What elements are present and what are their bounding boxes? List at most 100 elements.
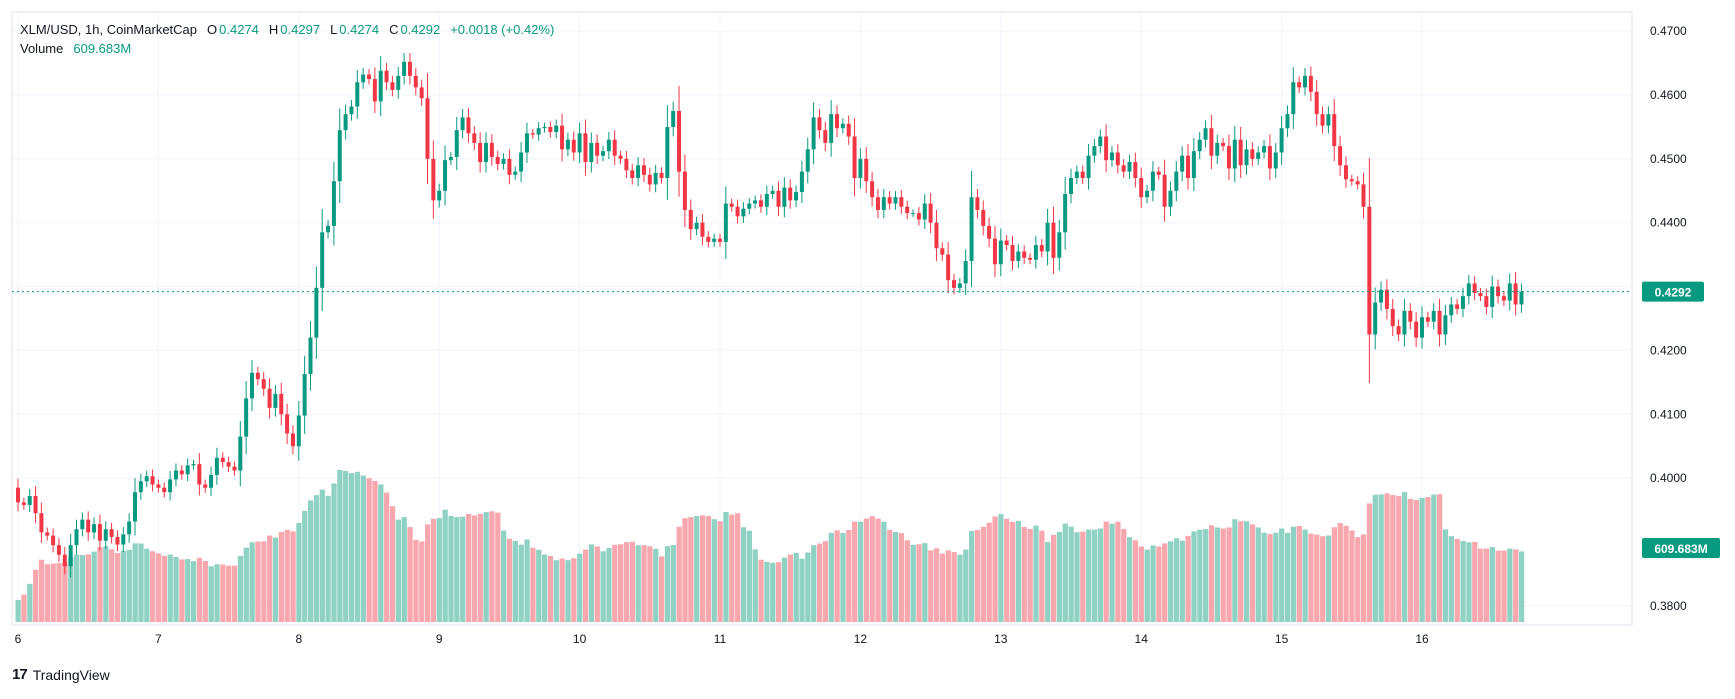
volume-bar xyxy=(1325,535,1332,622)
volume-bar xyxy=(1413,499,1419,622)
candle-body xyxy=(1466,283,1471,297)
volume-bar xyxy=(27,583,33,622)
candle-body xyxy=(1039,245,1044,252)
candle-body xyxy=(1343,165,1348,180)
volume-bar xyxy=(612,544,618,622)
low-key: L xyxy=(330,22,338,37)
volume-bar xyxy=(114,553,121,622)
candle-body xyxy=(1472,283,1477,293)
volume-bar xyxy=(430,518,437,622)
volume-bar xyxy=(1267,534,1273,622)
volume-bar xyxy=(682,518,688,622)
candle-body xyxy=(33,496,38,514)
candle-body xyxy=(103,529,108,541)
low-value: 0.4274 xyxy=(339,22,380,37)
volume-bar xyxy=(231,565,238,622)
candle-body xyxy=(1291,82,1296,115)
volume-bar xyxy=(1197,529,1203,622)
volume-bar xyxy=(1103,521,1109,622)
candle-body xyxy=(764,193,769,207)
volume-bar xyxy=(501,530,507,622)
candle-body xyxy=(51,535,56,546)
candle-body xyxy=(1431,310,1436,322)
candle-body xyxy=(741,208,746,217)
candle-body xyxy=(226,462,231,467)
candle-body xyxy=(729,203,734,207)
volume-bar xyxy=(395,519,401,622)
candle-body xyxy=(1250,149,1255,159)
volume-bar xyxy=(717,521,723,622)
candle-body xyxy=(413,75,418,88)
volume-bar xyxy=(1173,538,1180,622)
volume-bar xyxy=(939,553,946,622)
volume-bar xyxy=(237,555,244,622)
volume-bar xyxy=(15,600,21,622)
volume-bar xyxy=(33,569,39,622)
volume-bar xyxy=(460,516,466,622)
candle-body xyxy=(811,117,816,150)
volume-bar xyxy=(202,560,208,622)
candle-body xyxy=(1320,114,1325,126)
tradingview-name: TradingView xyxy=(32,666,110,683)
volume-bar xyxy=(220,564,226,622)
candle-body xyxy=(1414,321,1419,338)
volume-bar xyxy=(1091,529,1098,622)
volume-bar xyxy=(331,483,337,622)
volume-bar xyxy=(559,558,565,622)
candle-body xyxy=(1332,114,1337,147)
candle-body xyxy=(150,476,155,485)
volume-bar xyxy=(1349,530,1355,622)
volume-bar xyxy=(489,511,495,622)
candle-body xyxy=(618,155,623,159)
open-key: O xyxy=(207,22,218,37)
y-tick-label: 0.4200 xyxy=(1650,343,1687,357)
candle-body xyxy=(922,203,927,220)
volume-bar xyxy=(735,513,741,622)
volume-bar xyxy=(1179,540,1185,622)
volume-bar xyxy=(1203,529,1209,622)
volume-bar xyxy=(454,517,460,622)
candle-body xyxy=(1080,171,1085,179)
volume-bar xyxy=(945,550,951,622)
volume-bar xyxy=(1039,530,1045,622)
candle-body xyxy=(326,225,331,233)
candle-body xyxy=(396,75,401,90)
tradingview-logo[interactable]: 17 TradingView xyxy=(12,666,110,683)
candle-body xyxy=(1168,190,1173,207)
volume-bar xyxy=(957,554,963,622)
candle-body xyxy=(331,181,336,226)
candle-body xyxy=(595,142,600,156)
candle-body xyxy=(1390,308,1395,327)
volume-bar xyxy=(1191,531,1197,622)
volume-bar xyxy=(1454,538,1460,622)
candle-body xyxy=(893,197,898,204)
volume-bar xyxy=(629,541,635,622)
volume-bar xyxy=(1448,536,1454,622)
candle-body xyxy=(612,139,617,156)
volume-bar xyxy=(419,541,425,622)
volume-bar xyxy=(465,514,472,622)
candle-body xyxy=(606,139,611,152)
volume-label: Volume xyxy=(20,41,64,56)
volume-bar xyxy=(278,532,284,622)
volume-bar xyxy=(1489,547,1495,622)
chart-legend: XLM/USD, 1h, CoinMarketCap O 0.4274 H 0.4297… xyxy=(20,20,556,58)
volume-bar xyxy=(1021,527,1027,622)
candle-body xyxy=(998,240,1003,265)
candle-body xyxy=(1191,151,1196,179)
candle-body xyxy=(68,545,73,567)
volume-bar xyxy=(1115,521,1121,622)
candle-body xyxy=(56,545,61,555)
volume-bar xyxy=(179,559,185,622)
volume-bar xyxy=(436,518,442,622)
volume-bar xyxy=(150,551,156,622)
x-tick-label: 8 xyxy=(295,632,302,646)
candle-body xyxy=(448,156,453,161)
candle-body xyxy=(963,261,968,284)
candle-body xyxy=(1016,251,1021,262)
candle-body xyxy=(1338,146,1343,166)
volume-bar xyxy=(21,594,27,622)
volume-bar xyxy=(1015,520,1022,622)
